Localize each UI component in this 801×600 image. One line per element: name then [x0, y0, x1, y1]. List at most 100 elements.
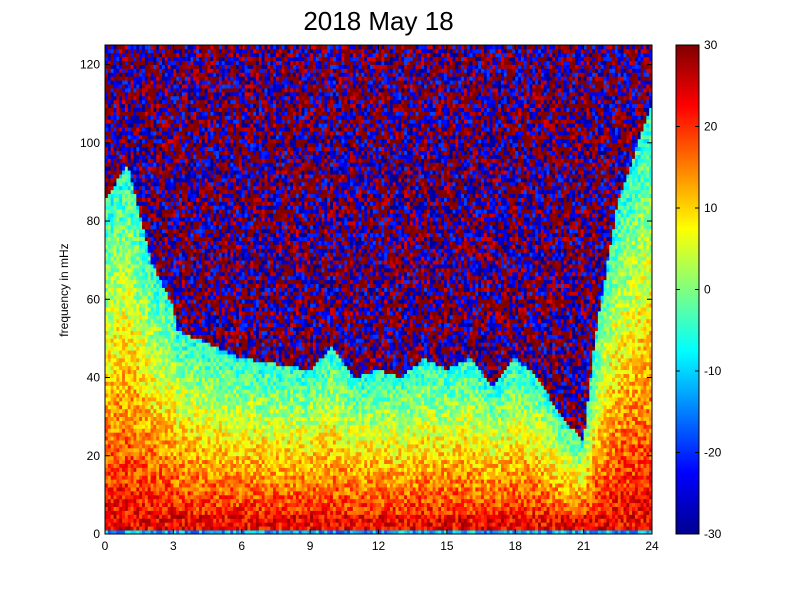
- heatmap-cell: [207, 72, 211, 77]
- heatmap-cell: [150, 107, 154, 112]
- heatmap-cell: [193, 60, 197, 65]
- heatmap-cell: [187, 404, 191, 410]
- heatmap-cell: [105, 138, 109, 144]
- heatmap-cell: [187, 154, 191, 159]
- heatmap-cell: [119, 440, 123, 445]
- heatmap-cell: [184, 252, 189, 257]
- heatmap-cell: [179, 522, 183, 527]
- heatmap-cell: [181, 483, 186, 488]
- heatmap-cell: [167, 264, 171, 269]
- heatmap-cell: [159, 475, 163, 480]
- heatmap-cell: [179, 228, 183, 234]
- heatmap-cell: [164, 232, 169, 238]
- heatmap-cell: [127, 146, 132, 152]
- heatmap-cell: [144, 205, 149, 210]
- heatmap-cell: [156, 80, 160, 85]
- heatmap-cell: [116, 314, 120, 320]
- heatmap-cell: [193, 330, 197, 335]
- heatmap-cell: [176, 252, 180, 257]
- heatmap-cell: [113, 99, 117, 105]
- heatmap-cell: [116, 154, 120, 159]
- heatmap-cell: [164, 365, 169, 371]
- heatmap-cell: [139, 475, 143, 480]
- heatmap-cell: [130, 228, 134, 234]
- heatmap-cell: [199, 236, 203, 241]
- heatmap-cell: [116, 240, 120, 245]
- heatmap-cell: [150, 252, 154, 257]
- heatmap-cell: [119, 436, 123, 441]
- heatmap-cell: [173, 252, 177, 257]
- heatmap-cell: [181, 424, 186, 429]
- heatmap-cell: [179, 451, 183, 457]
- heatmap-cell: [199, 408, 203, 414]
- heatmap-cell: [139, 342, 143, 347]
- heatmap-cell: [139, 68, 143, 73]
- heatmap-cell: [164, 373, 169, 378]
- heatmap-cell: [150, 342, 154, 347]
- heatmap-cell: [176, 224, 180, 230]
- heatmap-cell: [133, 295, 137, 300]
- heatmap-cell: [196, 377, 200, 382]
- heatmap-cell: [201, 178, 206, 183]
- heatmap-cell: [156, 95, 160, 101]
- heatmap-cell: [161, 526, 166, 531]
- heatmap-cell: [199, 322, 203, 328]
- heatmap-cell: [199, 459, 203, 464]
- heatmap-cell: [110, 52, 114, 58]
- heatmap-cell: [142, 134, 146, 140]
- heatmap-cell: [116, 48, 120, 54]
- heatmap-cell: [167, 350, 171, 355]
- heatmap-cell: [127, 514, 132, 519]
- heatmap-cell: [136, 162, 140, 167]
- heatmap-cell: [119, 463, 123, 468]
- heatmap-cell: [139, 299, 143, 304]
- heatmap-cell: [130, 455, 134, 461]
- heatmap-cell: [113, 420, 117, 425]
- heatmap-cell: [127, 428, 132, 433]
- heatmap-cell: [124, 178, 129, 183]
- heatmap-cell: [167, 146, 171, 152]
- heatmap-cell: [216, 506, 220, 511]
- heatmap-cell: [213, 326, 217, 331]
- heatmap-cell: [207, 142, 211, 148]
- heatmap-cell: [179, 334, 183, 339]
- heatmap-cell: [173, 389, 177, 394]
- heatmap-cell: [184, 142, 189, 148]
- heatmap-cell: [110, 377, 114, 382]
- heatmap-cell: [187, 201, 191, 206]
- heatmap-cell: [199, 467, 203, 472]
- heatmap-cell: [150, 334, 154, 339]
- heatmap-cell: [167, 459, 171, 464]
- heatmap-cell: [105, 393, 109, 398]
- heatmap-cell: [190, 166, 194, 171]
- heatmap-cell: [216, 150, 220, 155]
- heatmap-cell: [105, 205, 109, 210]
- heatmap-cell: [119, 334, 123, 339]
- heatmap-cell: [124, 88, 129, 93]
- heatmap-cell: [179, 311, 183, 316]
- heatmap-cell: [210, 400, 214, 406]
- heatmap-cell: [161, 408, 166, 414]
- heatmap-cell: [110, 260, 114, 265]
- heatmap-cell: [167, 224, 171, 230]
- heatmap-cell: [199, 518, 203, 523]
- heatmap-cell: [199, 350, 203, 355]
- heatmap-cell: [193, 256, 197, 261]
- heatmap-cell: [122, 174, 126, 179]
- heatmap-cell: [144, 420, 149, 425]
- heatmap-cell: [142, 217, 146, 222]
- heatmap-cell: [176, 365, 180, 371]
- heatmap-cell: [216, 471, 220, 476]
- heatmap-cell: [139, 256, 143, 261]
- heatmap-cell: [201, 107, 206, 112]
- heatmap-cell: [187, 393, 191, 398]
- heatmap-cell: [210, 510, 214, 515]
- heatmap-cell: [153, 279, 157, 285]
- heatmap-cell: [210, 471, 214, 476]
- heatmap-cell: [130, 264, 134, 269]
- heatmap-cell: [159, 95, 163, 101]
- heatmap-cell: [127, 408, 132, 414]
- heatmap-cell: [124, 334, 129, 339]
- heatmap-cell: [139, 365, 143, 371]
- heatmap-cell: [196, 342, 200, 347]
